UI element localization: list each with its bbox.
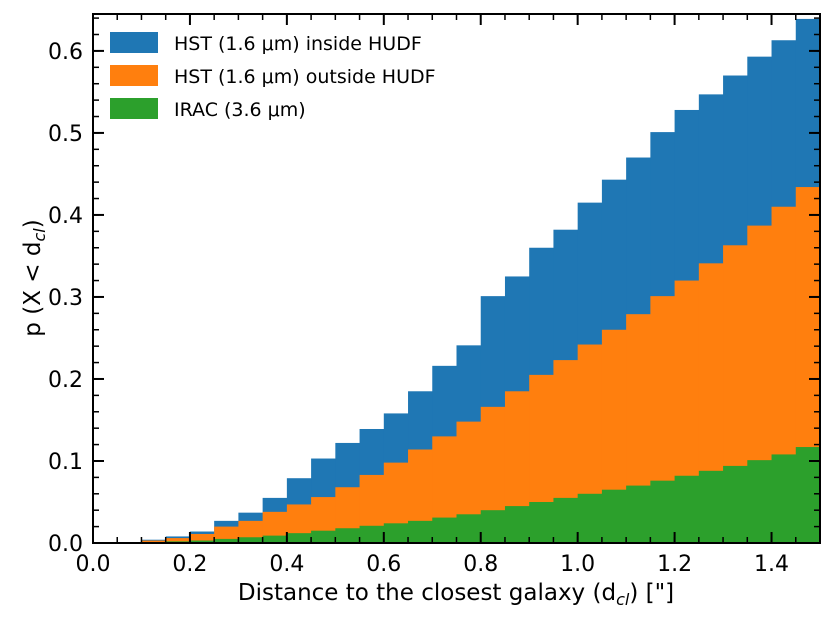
- x-axis-label: Distance to the closest galaxy (dcl) ["]: [238, 580, 674, 609]
- bar-series3-bin15: [456, 514, 482, 543]
- bar-series3-bin8: [286, 533, 312, 543]
- x-tick-label: 0.2: [172, 552, 207, 577]
- y-axis-label: p (X < dcl): [20, 219, 49, 336]
- bar-series3-bin9: [311, 530, 336, 543]
- bar-series3-bin6: [238, 537, 264, 543]
- x-tick-label: 0.8: [463, 552, 498, 577]
- legend-swatch: [110, 98, 158, 119]
- legend: HST (1.6 μm) inside HUDF HST (1.6 μm) out…: [110, 32, 436, 121]
- y-tick-label: 0.4: [48, 204, 83, 229]
- bar-series3-bin21: [601, 489, 627, 543]
- bar-series3-bin16: [480, 510, 506, 543]
- bar-series3-bin20: [577, 493, 603, 543]
- x-tick-label: 0.4: [269, 552, 304, 577]
- bar-series3-bin5: [214, 538, 239, 543]
- bar-series3-bin26: [723, 465, 748, 543]
- bar-series3-bin10: [335, 528, 361, 543]
- bar-series3-bin25: [698, 470, 724, 543]
- bar-series3-bin23: [650, 480, 676, 543]
- x-tick-label: 1.4: [754, 552, 789, 577]
- y-tick-label: 0.5: [48, 122, 83, 147]
- y-tick-label: 0.2: [48, 368, 83, 393]
- bar-series3-bin19: [553, 497, 579, 543]
- bar-series3-bin28: [771, 454, 797, 543]
- bar-series2-bin3: [165, 538, 191, 543]
- bar-series3-bin27: [747, 460, 773, 543]
- bar-series3-bin18: [529, 501, 555, 543]
- y-tick-label: 0.3: [48, 286, 83, 311]
- x-tick-label: 0.0: [76, 552, 111, 577]
- bar-series3-bin24: [674, 475, 700, 543]
- legend-swatch: [110, 32, 158, 53]
- bar-series2-bin4: [189, 533, 215, 543]
- bar-series3-bin17: [504, 506, 530, 543]
- y-tick-label: 0.1: [48, 450, 83, 475]
- legend-swatch: [110, 65, 158, 86]
- bar-series3-bin12: [383, 523, 409, 543]
- legend-label: HST (1.6 μm) outside HUDF: [174, 66, 436, 88]
- legend-label: IRAC (3.6 μm): [174, 99, 306, 121]
- bar-series2-bin2: [141, 540, 167, 543]
- x-tick-label: 1.0: [560, 552, 595, 577]
- bar-series3-bin7: [262, 535, 288, 543]
- y-tick-label: 0.6: [48, 40, 83, 65]
- x-tick-label: 0.6: [366, 552, 401, 577]
- bar-series3-bin13: [408, 520, 433, 543]
- bar-series3-bin11: [359, 525, 385, 543]
- y-tick-label: 0.0: [48, 532, 83, 557]
- axis-ticks: 0.0 0.2 0.4 0.6 0.8 1.0 1.2 1.4 0.0 0.1 0.2 0.3 0.4 0…: [48, 14, 821, 577]
- x-tick-label: 1.2: [657, 552, 692, 577]
- bar-series3-bin4: [189, 540, 215, 543]
- bar-series3-bin22: [626, 485, 651, 543]
- histogram-bars: [141, 18, 821, 544]
- legend-label: HST (1.6 μm) inside HUDF: [174, 33, 422, 55]
- bar-series3-bin14: [432, 517, 458, 543]
